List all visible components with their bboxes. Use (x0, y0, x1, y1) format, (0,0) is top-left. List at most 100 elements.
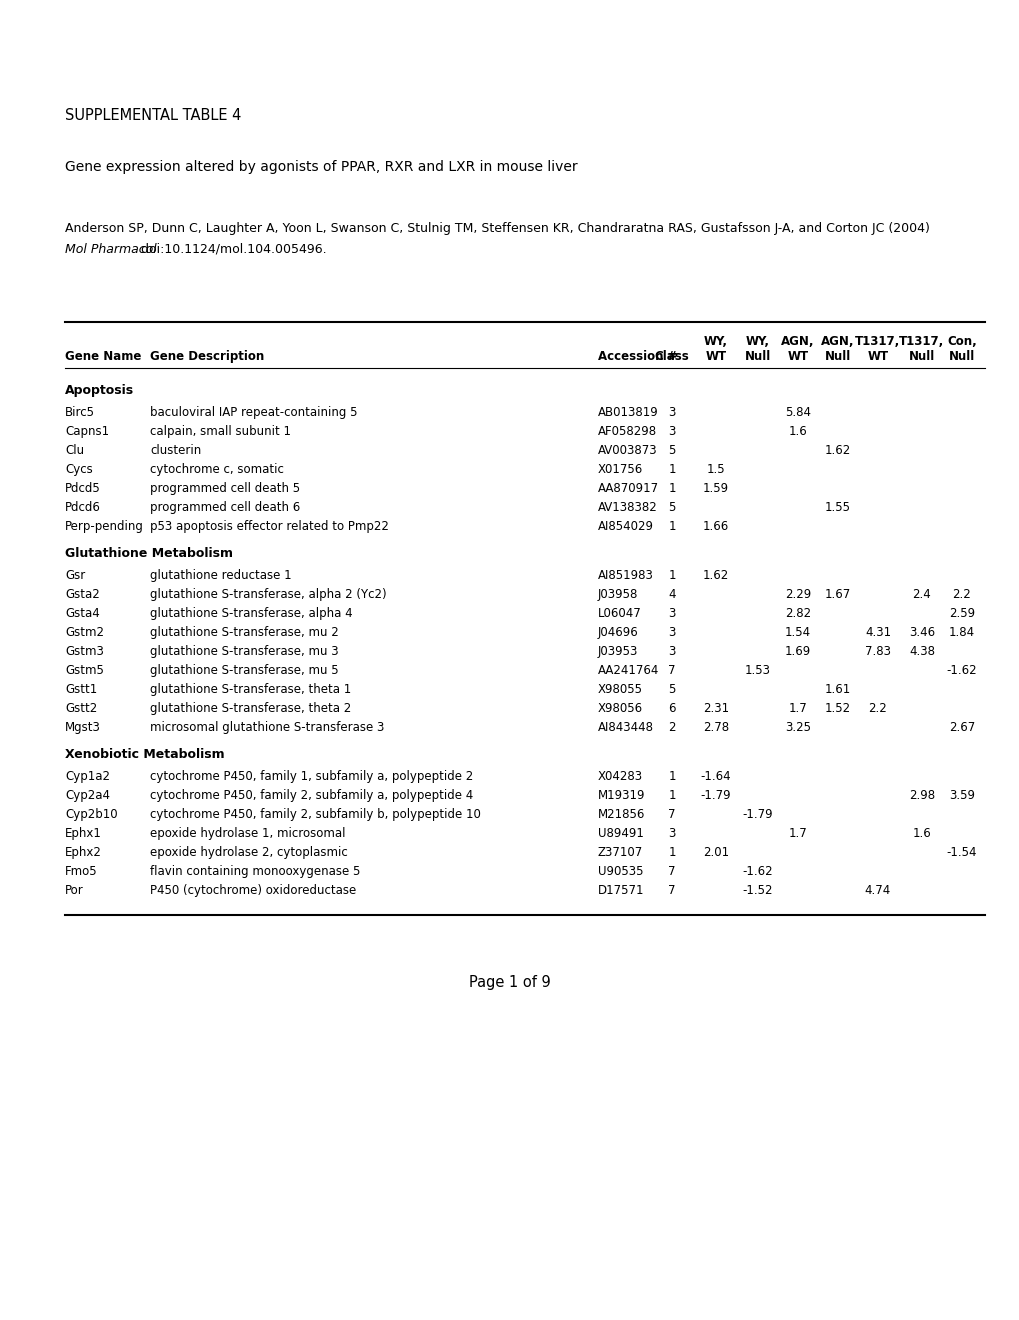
Text: 4: 4 (667, 587, 675, 601)
Text: 5: 5 (667, 444, 675, 457)
Text: U89491: U89491 (597, 826, 643, 840)
Text: glutathione S-transferase, mu 3: glutathione S-transferase, mu 3 (150, 644, 338, 657)
Text: Page 1 of 9: Page 1 of 9 (469, 974, 550, 990)
Text: Ephx1: Ephx1 (65, 826, 102, 840)
Text: 3: 3 (667, 626, 675, 639)
Text: AI854029: AI854029 (597, 520, 653, 533)
Text: cytochrome c, somatic: cytochrome c, somatic (150, 463, 283, 475)
Text: 3: 3 (667, 644, 675, 657)
Text: P450 (cytochrome) oxidoreductase: P450 (cytochrome) oxidoreductase (150, 883, 356, 896)
Text: cytochrome P450, family 2, subfamily b, polypeptide 10: cytochrome P450, family 2, subfamily b, … (150, 808, 480, 821)
Text: Mol Pharmacol: Mol Pharmacol (65, 243, 157, 256)
Text: 2.78: 2.78 (702, 721, 729, 734)
Text: programmed cell death 6: programmed cell death 6 (150, 500, 300, 513)
Text: U90535: U90535 (597, 865, 643, 878)
Text: Anderson SP, Dunn C, Laughter A, Yoon L, Swanson C, Stulnig TM, Steffensen KR, C: Anderson SP, Dunn C, Laughter A, Yoon L,… (65, 222, 929, 235)
Text: p53 apoptosis effector related to Pmp22: p53 apoptosis effector related to Pmp22 (150, 520, 388, 533)
Text: baculoviral IAP repeat-containing 5: baculoviral IAP repeat-containing 5 (150, 405, 357, 418)
Text: 2.01: 2.01 (702, 846, 729, 858)
Text: cytochrome P450, family 1, subfamily a, polypeptide 2: cytochrome P450, family 1, subfamily a, … (150, 770, 473, 783)
Text: Birc5: Birc5 (65, 405, 95, 418)
Text: 3: 3 (667, 405, 675, 418)
Text: 1: 1 (667, 788, 675, 801)
Text: Class: Class (654, 350, 689, 363)
Text: Gsta4: Gsta4 (65, 607, 100, 619)
Text: Xenobiotic Metabolism: Xenobiotic Metabolism (65, 747, 224, 760)
Text: T1317,: T1317, (899, 335, 944, 348)
Text: 2.82: 2.82 (785, 607, 810, 619)
Text: M21856: M21856 (597, 808, 645, 821)
Text: Cyp2b10: Cyp2b10 (65, 808, 117, 821)
Text: 1.66: 1.66 (702, 520, 729, 533)
Text: J04696: J04696 (597, 626, 638, 639)
Text: WT: WT (866, 350, 888, 363)
Text: Gstm3: Gstm3 (65, 644, 104, 657)
Text: -1.79: -1.79 (700, 788, 731, 801)
Text: X04283: X04283 (597, 770, 643, 783)
Text: 1.84: 1.84 (948, 626, 974, 639)
Text: WT: WT (787, 350, 808, 363)
Text: glutathione S-transferase, alpha 4: glutathione S-transferase, alpha 4 (150, 607, 353, 619)
Text: 5.84: 5.84 (785, 405, 810, 418)
Text: 3: 3 (667, 425, 675, 438)
Text: 3.46: 3.46 (908, 626, 934, 639)
Text: AF058298: AF058298 (597, 425, 656, 438)
Text: 1.69: 1.69 (784, 644, 810, 657)
Text: 1.62: 1.62 (702, 569, 729, 582)
Text: 3: 3 (667, 826, 675, 840)
Text: 4.38: 4.38 (908, 644, 934, 657)
Text: 1.54: 1.54 (785, 626, 810, 639)
Text: doi:10.1124/mol.104.005496.: doi:10.1124/mol.104.005496. (137, 243, 326, 256)
Text: X98055: X98055 (597, 682, 642, 696)
Text: Gstm2: Gstm2 (65, 626, 104, 639)
Text: Gstm5: Gstm5 (65, 664, 104, 677)
Text: -1.64: -1.64 (700, 770, 731, 783)
Text: AGN,: AGN, (781, 335, 814, 348)
Text: Z37107: Z37107 (597, 846, 643, 858)
Text: 4.74: 4.74 (864, 883, 891, 896)
Text: epoxide hydrolase 2, cytoplasmic: epoxide hydrolase 2, cytoplasmic (150, 846, 347, 858)
Text: L06047: L06047 (597, 607, 641, 619)
Text: Gene Name: Gene Name (65, 350, 142, 363)
Text: -1.52: -1.52 (742, 883, 772, 896)
Text: 7: 7 (667, 808, 675, 821)
Text: 1.62: 1.62 (824, 444, 850, 457)
Text: 1: 1 (667, 463, 675, 475)
Text: Pdcd5: Pdcd5 (65, 482, 101, 495)
Text: Gstt2: Gstt2 (65, 702, 97, 714)
Text: Cyp2a4: Cyp2a4 (65, 788, 110, 801)
Text: 1.55: 1.55 (824, 500, 850, 513)
Text: Mgst3: Mgst3 (65, 721, 101, 734)
Text: -1.62: -1.62 (742, 865, 772, 878)
Text: D17571: D17571 (597, 883, 644, 896)
Text: 3.59: 3.59 (948, 788, 974, 801)
Text: AA241764: AA241764 (597, 664, 658, 677)
Text: clusterin: clusterin (150, 444, 201, 457)
Text: 6: 6 (667, 702, 675, 714)
Text: AV138382: AV138382 (597, 500, 657, 513)
Text: 7: 7 (667, 865, 675, 878)
Text: -1.79: -1.79 (742, 808, 772, 821)
Text: 2.2: 2.2 (952, 587, 970, 601)
Text: 5: 5 (667, 682, 675, 696)
Text: 1: 1 (667, 520, 675, 533)
Text: 7.83: 7.83 (864, 644, 891, 657)
Text: Null: Null (824, 350, 850, 363)
Text: X98056: X98056 (597, 702, 643, 714)
Text: Cyp1a2: Cyp1a2 (65, 770, 110, 783)
Text: Null: Null (744, 350, 770, 363)
Text: Gsr: Gsr (65, 569, 86, 582)
Text: flavin containing monooxygenase 5: flavin containing monooxygenase 5 (150, 865, 360, 878)
Text: 2.59: 2.59 (948, 607, 974, 619)
Text: Perp-pending: Perp-pending (65, 520, 144, 533)
Text: WT: WT (705, 350, 726, 363)
Text: Cycs: Cycs (65, 463, 93, 475)
Text: Gsta2: Gsta2 (65, 587, 100, 601)
Text: 1.67: 1.67 (824, 587, 850, 601)
Text: 2.2: 2.2 (868, 702, 887, 714)
Text: Null: Null (948, 350, 974, 363)
Text: 1.7: 1.7 (788, 826, 807, 840)
Text: Glutathione Metabolism: Glutathione Metabolism (65, 546, 232, 560)
Text: AI843448: AI843448 (597, 721, 653, 734)
Text: glutathione reductase 1: glutathione reductase 1 (150, 569, 291, 582)
